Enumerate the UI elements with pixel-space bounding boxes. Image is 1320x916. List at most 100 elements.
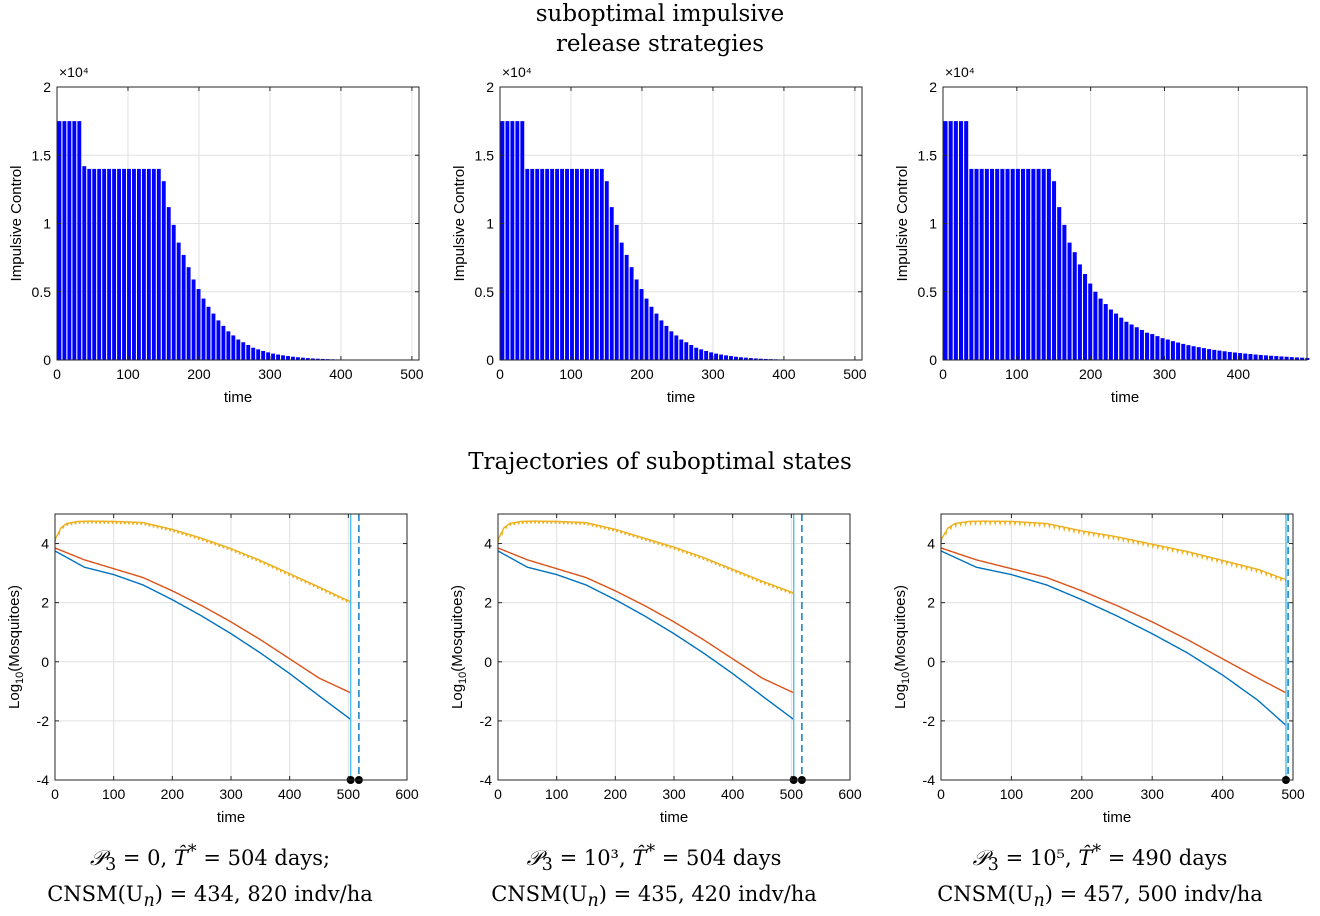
bar bbox=[1254, 355, 1258, 360]
bar bbox=[182, 255, 186, 360]
bar bbox=[1243, 354, 1247, 360]
x-tick-label: 200 bbox=[161, 786, 185, 802]
bar bbox=[1202, 348, 1206, 360]
bar bbox=[699, 349, 703, 360]
bar bbox=[560, 169, 564, 360]
bar bbox=[605, 181, 609, 360]
bar bbox=[286, 356, 290, 360]
x-tick-label: 200 bbox=[630, 366, 654, 382]
y-tick-label: 0 bbox=[43, 352, 51, 368]
bar bbox=[545, 169, 549, 360]
y-tick-label: 1.5 bbox=[32, 147, 52, 163]
caption-right-line2: CNSM(Un) = 457, 500 indv/ha bbox=[890, 880, 1310, 916]
bar bbox=[72, 121, 76, 360]
x-tick-label: 300 bbox=[1153, 366, 1177, 382]
bar bbox=[729, 356, 733, 360]
bar bbox=[1042, 169, 1046, 360]
y-tick-label: 0 bbox=[486, 352, 494, 368]
bar bbox=[575, 169, 579, 360]
y-tick-label: 0.5 bbox=[918, 284, 938, 300]
bar bbox=[1099, 299, 1103, 360]
y-tick-label: -4 bbox=[37, 772, 50, 788]
bar bbox=[82, 166, 86, 360]
bar bbox=[1274, 356, 1278, 360]
x-tick-label: 100 bbox=[102, 786, 126, 802]
bar bbox=[256, 349, 260, 360]
bar bbox=[1264, 355, 1268, 360]
y-tick-label: 0 bbox=[927, 654, 935, 670]
bar bbox=[590, 169, 594, 360]
y-tick-label: -2 bbox=[923, 713, 936, 729]
x-tick-label: 400 bbox=[721, 786, 745, 802]
x-tick-label: 100 bbox=[559, 366, 583, 382]
y-axis-label: Log10(Mosquitoes) bbox=[449, 585, 469, 709]
bar bbox=[246, 345, 250, 360]
bar bbox=[1052, 181, 1056, 360]
bar bbox=[172, 225, 176, 360]
bar bbox=[192, 279, 196, 360]
y-tick-label: 2 bbox=[41, 595, 49, 611]
x-tick-label: 300 bbox=[258, 366, 282, 382]
bar bbox=[719, 355, 723, 360]
y-tick-label: 4 bbox=[927, 536, 935, 552]
bar bbox=[1000, 169, 1004, 360]
y-tick-label: 2 bbox=[929, 79, 937, 95]
y-axis-label: Impulsive Control bbox=[8, 166, 25, 282]
bar bbox=[221, 326, 225, 360]
bar bbox=[640, 289, 644, 360]
bar bbox=[1119, 318, 1123, 360]
y-tick-label: 1 bbox=[929, 216, 937, 232]
x-tick-label: 500 bbox=[780, 786, 804, 802]
bar bbox=[550, 169, 554, 360]
bar bbox=[1140, 330, 1144, 360]
x-axis-label: time bbox=[667, 389, 695, 406]
x-tick-label: 200 bbox=[187, 366, 211, 382]
bar bbox=[1011, 169, 1015, 360]
bar bbox=[1114, 314, 1118, 360]
bar bbox=[1150, 334, 1154, 360]
bar bbox=[959, 121, 963, 360]
caption-right-line1: 𝒫3 = 10⁵, T̂* = 490 days bbox=[890, 838, 1310, 880]
y-tick-label: 2 bbox=[486, 79, 494, 95]
bar bbox=[162, 181, 166, 360]
x-tick-label: 0 bbox=[494, 786, 502, 802]
bar bbox=[1135, 327, 1139, 360]
bar bbox=[954, 121, 958, 360]
x-axis-label: time bbox=[1103, 809, 1131, 826]
bar bbox=[540, 169, 544, 360]
bar bbox=[684, 342, 688, 360]
bar bbox=[625, 255, 629, 360]
plot-area bbox=[941, 514, 1293, 780]
bar bbox=[990, 169, 994, 360]
y-tick-label: 2 bbox=[43, 79, 51, 95]
bar bbox=[152, 169, 156, 360]
bar bbox=[565, 169, 569, 360]
x-tick-label: 0 bbox=[53, 366, 61, 382]
bar bbox=[1083, 274, 1087, 360]
bar bbox=[1269, 356, 1273, 360]
bar bbox=[659, 320, 663, 360]
y-axis-label: Log10(Mosquitoes) bbox=[892, 585, 912, 709]
y-tick-label: 4 bbox=[41, 536, 49, 552]
bar bbox=[58, 121, 62, 360]
bar bbox=[1228, 352, 1232, 360]
y-tick-label: 0 bbox=[41, 654, 49, 670]
x-tick-label: 300 bbox=[219, 786, 243, 802]
bar bbox=[985, 169, 989, 360]
x-tick-label: 400 bbox=[278, 786, 302, 802]
x-tick-label: 400 bbox=[329, 366, 353, 382]
y-tick-label: 0.5 bbox=[32, 284, 52, 300]
bar bbox=[236, 340, 240, 360]
axis-exponent-label: ×10⁴ bbox=[59, 64, 89, 80]
bar bbox=[122, 169, 126, 360]
x-tick-label: 0 bbox=[939, 366, 947, 382]
bar bbox=[1192, 346, 1196, 360]
bar bbox=[1248, 354, 1252, 360]
y-tick-label: 2 bbox=[484, 595, 492, 611]
bar bbox=[724, 355, 728, 360]
